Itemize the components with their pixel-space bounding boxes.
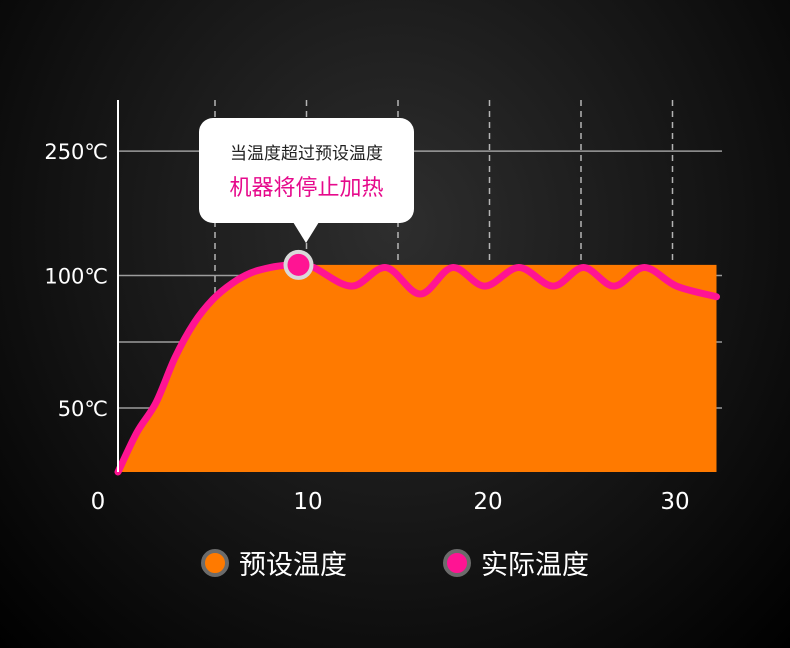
x-tick-label-0: 0 [91,489,106,515]
x-tick-label-3: 30 [660,489,689,515]
legend-label-preset: 预设温度 [239,550,347,581]
preset-temperature-area [118,264,717,472]
callout-bubble: 当温度超过预设温度 机器将停止加热 [199,118,414,243]
legend-item-preset: 预设温度 [201,543,347,582]
label-layer: 50℃ 100℃ 250℃ 0 10 20 30 [44,140,689,515]
callout-line1: 当温度超过预设温度 [230,144,383,164]
legend-dot-preset-icon [201,548,229,577]
area-layer [114,249,720,476]
y-tick-label-1: 100℃ [44,265,108,289]
legend-item-actual: 实际温度 [443,543,589,582]
highlight-point [283,249,314,280]
y-tick-label-2: 250℃ [44,140,108,164]
x-tick-label-2: 20 [473,489,502,515]
actual-temperature-line [114,261,720,476]
y-tick-label-0: 50℃ [58,397,108,421]
legend-dot-actual-icon [443,548,471,577]
legend-label-actual: 实际温度 [481,550,589,581]
callout-line2: 机器将停止加热 [229,176,384,201]
legend: 预设温度 实际温度 [0,543,790,582]
x-tick-label-1: 10 [293,489,322,515]
